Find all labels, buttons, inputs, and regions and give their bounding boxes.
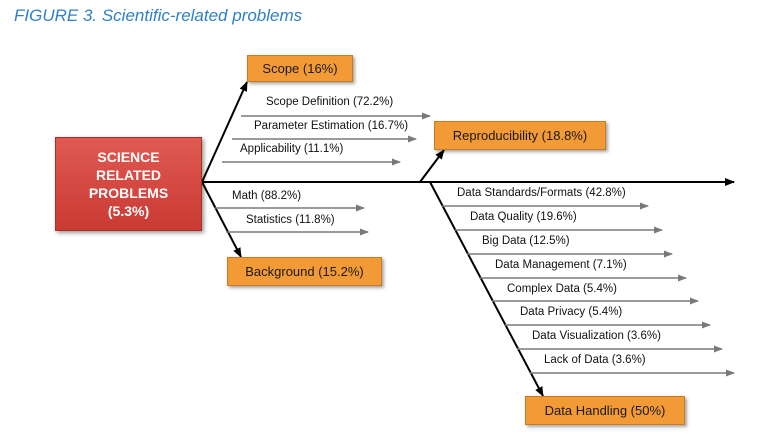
data-item-label: Data Management (7.1%) — [495, 259, 627, 271]
data-item-label: Data Privacy (5.4%) — [520, 306, 623, 318]
data-handling-category-box: Data Handling (50%) — [525, 396, 685, 425]
scope-bone — [201, 81, 248, 183]
scope-item-label: Applicability (11.1%) — [240, 143, 344, 155]
data-item-label: Data Standards/Formats (42.8%) — [457, 187, 626, 199]
scope-item-label: Scope Definition (72.2%) — [266, 96, 394, 108]
data-item-label: Lack of Data (3.6%) — [544, 354, 646, 366]
figure-title: FIGURE 3. Scientific-related problems — [14, 6, 303, 25]
main-box-line: PROBLEMS — [88, 185, 169, 201]
reproducibility-bone — [419, 149, 445, 183]
scope-category-box: Scope (16%) — [247, 55, 353, 82]
scope-item-label: Parameter Estimation (16.7%) — [254, 120, 409, 132]
main-box-line: SCIENCE — [97, 149, 160, 165]
reproducibility-category-box: Reproducibility (18.8%) — [434, 121, 606, 150]
data-item-label: Complex Data (5.4%) — [507, 283, 617, 295]
science-related-problems-box: SCIENCE RELATED PROBLEMS (5.3%) — [55, 137, 202, 231]
background-bone — [201, 181, 242, 258]
background-category-box: Background (15.2%) — [227, 257, 382, 286]
background-item-label: Statistics (11.8%) — [246, 214, 335, 226]
main-box-line: (5.3%) — [107, 203, 150, 219]
background-item-label: Math (88.2%) — [232, 190, 302, 202]
main-box-line: RELATED — [95, 167, 162, 183]
data-item-label: Data Quality (19.6%) — [470, 211, 577, 223]
data-handling-bone — [429, 181, 544, 397]
data-item-label: Data Visualization (3.6%) — [532, 330, 661, 342]
data-item-label: Big Data (12.5%) — [482, 235, 570, 247]
